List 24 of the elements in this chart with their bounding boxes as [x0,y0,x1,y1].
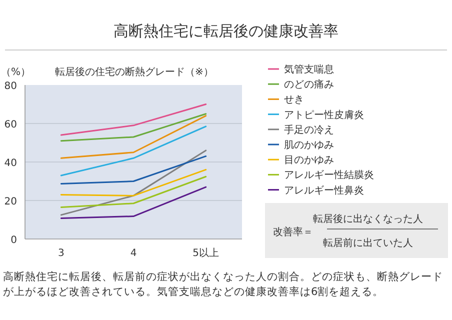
legend-label: 目のかゆみ [284,155,334,166]
legend-label: 肌のかゆみ [284,140,334,151]
text: 転居前に出ていた人 [323,237,413,249]
y-axis-title: （%） [1,67,31,78]
legend-label: 気管支喘息 [284,64,334,76]
text: 転居後に出なくなった人 [313,213,423,225]
legend-label: せき [284,94,304,106]
x-axis-title: 転居後の住宅の断熱グレード（※） [55,66,214,78]
legend-label: アレルギー性結膜炎 [284,169,374,182]
legend-label: アトピー性皮膚炎 [284,108,364,121]
y-tick-label: 40 [4,158,17,169]
legend-label: 手足の冷え [284,124,334,136]
x-tick-label: 5以上 [192,247,220,259]
y-tick-label: 0 [10,235,17,246]
chart-title: 高断熱住宅に転居後の健康改善率 [114,22,338,40]
text: 改善率＝ [273,226,313,238]
legend-label: のどの痛み [284,78,334,91]
y-tick-label: 20 [4,196,17,208]
x-tick-label: 3 [58,248,64,259]
y-tick-label: 60 [4,120,17,130]
x-tick-label: 4 [130,248,137,259]
y-tick-label: 80 [4,81,17,92]
text: 高断熱住宅に転居後、転居前の症状が出なくなった人の割合。どの症状も、断熱グレードが上がるほど改善されている。気管支喘息などの健康改善率は6割を超える。 [3,270,443,298]
legend-label: アレルギー性鼻炎 [284,184,364,196]
